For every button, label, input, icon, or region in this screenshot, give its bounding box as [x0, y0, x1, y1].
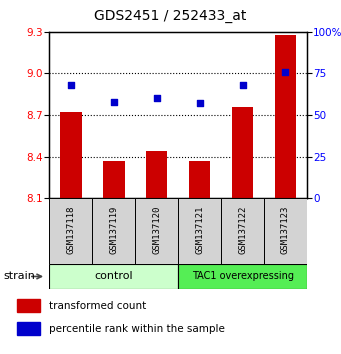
Point: [197, 101, 202, 106]
Bar: [178, 264, 307, 289]
Text: GDS2451 / 252433_at: GDS2451 / 252433_at: [94, 9, 247, 23]
Bar: [232, 107, 253, 198]
Text: percentile rank within the sample: percentile rank within the sample: [49, 324, 225, 334]
Bar: [189, 161, 210, 198]
Bar: [17, 299, 40, 312]
Bar: [103, 161, 124, 198]
Text: GSM137123: GSM137123: [281, 205, 290, 254]
Point: [240, 82, 245, 88]
Bar: [275, 35, 296, 198]
Bar: [178, 198, 221, 264]
Text: transformed count: transformed count: [49, 301, 147, 311]
Text: GSM137122: GSM137122: [238, 205, 247, 254]
Bar: [221, 198, 264, 264]
Bar: [264, 198, 307, 264]
Text: TAC1 overexpressing: TAC1 overexpressing: [192, 272, 294, 281]
Point: [68, 82, 74, 88]
Text: GSM137121: GSM137121: [195, 205, 204, 254]
Bar: [49, 264, 178, 289]
Bar: [135, 198, 178, 264]
Point: [283, 69, 288, 75]
Text: strain: strain: [3, 272, 35, 281]
Bar: [60, 112, 81, 198]
Bar: [146, 151, 167, 198]
Bar: [92, 198, 135, 264]
Point: [111, 99, 117, 104]
Bar: [17, 322, 40, 335]
Text: GSM137119: GSM137119: [109, 205, 118, 254]
Text: control: control: [94, 272, 133, 281]
Point: [154, 96, 160, 101]
Bar: [49, 198, 92, 264]
Text: GSM137118: GSM137118: [66, 205, 75, 254]
Text: GSM137120: GSM137120: [152, 205, 161, 254]
